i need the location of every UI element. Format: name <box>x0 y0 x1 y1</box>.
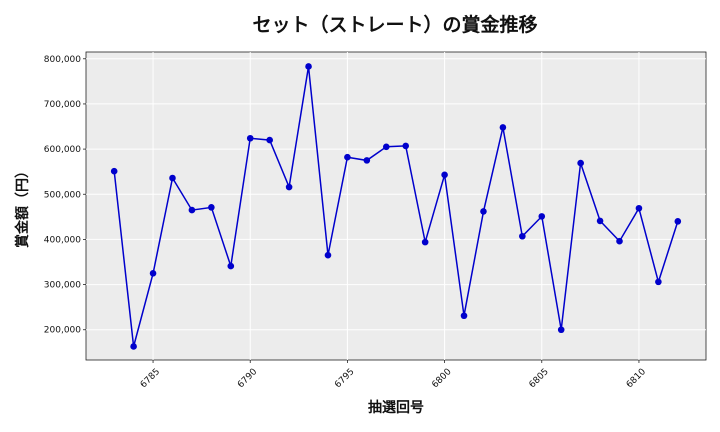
data-point <box>596 217 604 225</box>
data-point <box>499 124 507 131</box>
y-tick-label: 500,000 <box>44 190 81 200</box>
x-tick-label: 6805 <box>528 367 551 390</box>
x-tick-label: 6800 <box>430 367 453 390</box>
x-axis-label: 抽選回号 <box>368 399 424 416</box>
data-point <box>149 269 157 277</box>
data-point <box>635 204 643 212</box>
data-point <box>557 326 565 334</box>
data-point <box>227 262 235 270</box>
data-point <box>246 134 254 142</box>
data-point <box>266 136 273 144</box>
y-tick-label: 400,000 <box>44 235 81 245</box>
data-point <box>655 278 662 286</box>
x-tick-label: 6785 <box>139 367 162 390</box>
x-tick-label: 6795 <box>333 367 356 390</box>
data-point <box>538 213 546 220</box>
plot-area <box>85 51 707 361</box>
data-point <box>285 183 293 191</box>
data-point <box>674 218 682 225</box>
data-point <box>480 208 487 215</box>
data-point <box>382 143 390 151</box>
data-point <box>188 206 196 214</box>
data-point <box>324 251 332 259</box>
y-tick-label: 600,000 <box>44 145 81 155</box>
data-point <box>208 204 215 211</box>
y-axis-label: 賞金額（円） <box>14 164 31 248</box>
y-tick-label: 800,000 <box>44 55 81 65</box>
data-point <box>110 167 118 175</box>
data-point <box>169 174 176 182</box>
series <box>110 63 682 350</box>
data-point <box>519 232 526 240</box>
data-point <box>344 153 351 161</box>
data-point <box>441 171 448 179</box>
data-point <box>305 63 312 70</box>
y-tick-label: 300,000 <box>44 281 81 291</box>
x-tick-label: 6810 <box>625 367 648 390</box>
data-point <box>130 343 137 350</box>
y-tick-label: 700,000 <box>44 100 81 110</box>
data-point <box>616 237 623 245</box>
data-point <box>402 142 410 150</box>
data-point <box>363 157 371 164</box>
data-point <box>577 159 584 167</box>
data-point <box>421 238 429 246</box>
x-tick-label: 6790 <box>236 367 259 390</box>
chart-title: セット（ストレート）の賞金推移 <box>252 13 537 36</box>
y-tick-label: 200,000 <box>44 326 81 336</box>
data-point <box>460 312 468 320</box>
